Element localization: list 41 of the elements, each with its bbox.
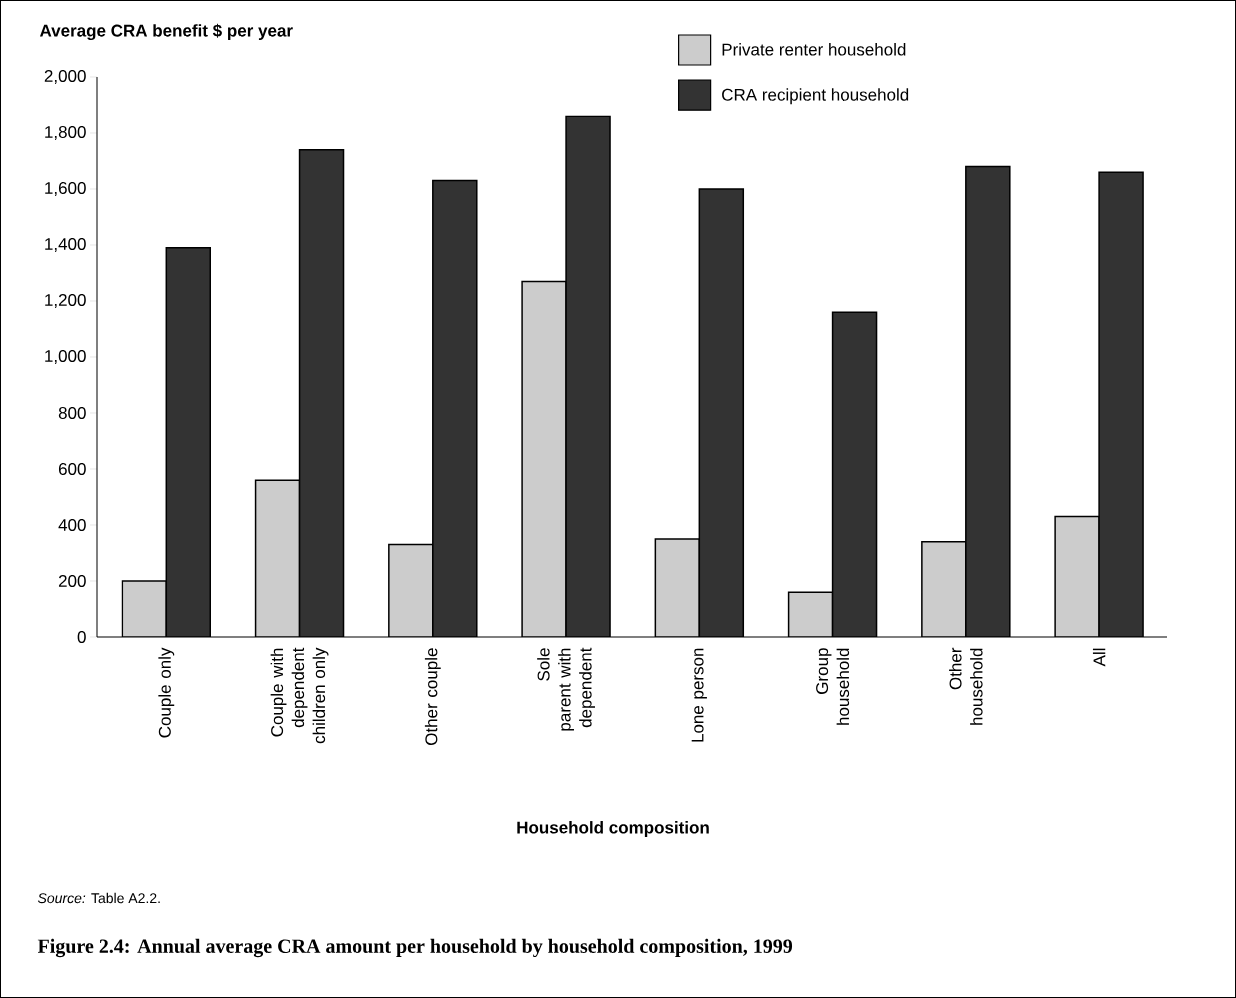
- y-tick-label: 1,400: [45, 237, 86, 253]
- y-tick-label: 2,000: [44, 69, 86, 85]
- bar: [565, 115, 611, 637]
- bar: [698, 188, 745, 637]
- x-tick-label: Lone person: [691, 648, 707, 742]
- x-tick-label: Other household: [949, 647, 983, 725]
- bar: [432, 179, 478, 637]
- y-tick-label: 1,200: [45, 293, 86, 309]
- y-tick-label: 1,000: [45, 349, 86, 365]
- y-tick-label: 600: [58, 462, 86, 476]
- y-tick-label: 200: [58, 574, 86, 588]
- legend-label: CRA recipient household: [722, 88, 909, 105]
- bar: [831, 311, 878, 637]
- y-tick-label: 400: [58, 518, 86, 532]
- bar: [1054, 515, 1100, 637]
- bar: [121, 580, 168, 637]
- bar: [254, 479, 301, 637]
- bar: [388, 543, 434, 637]
- bar: [1098, 171, 1144, 637]
- bar: [165, 247, 212, 637]
- bar: [298, 149, 345, 637]
- x-tick-label: All: [1092, 648, 1106, 667]
- y-tick-label: 0: [77, 630, 86, 644]
- x-tick-label: Couple with dependent children only: [270, 647, 329, 744]
- bar: [787, 591, 834, 637]
- x-tick-label: Couple only: [158, 647, 175, 738]
- y-tick-label: 1,600: [45, 181, 86, 197]
- bar: [654, 538, 701, 637]
- text: Source: Table A2.2.: [37, 892, 160, 904]
- x-tick-label: Other couple: [424, 648, 441, 746]
- bar: [521, 280, 567, 637]
- y-tick-label: 1,800: [45, 125, 86, 141]
- text: Figure 2.4: Annual average CRA amount per household by household composition, 1999: [37, 938, 793, 958]
- y-axis-title: Average CRA benefit $ per year: [39, 23, 293, 41]
- y-tick-label: 800: [58, 406, 86, 420]
- bar: [965, 165, 1011, 637]
- x-axis-title: Household composition: [517, 821, 709, 837]
- x-tick-label: Group household: [816, 648, 850, 725]
- x-tick-label: Sole parent with dependent: [537, 647, 595, 731]
- legend-label: Private renter household: [722, 43, 906, 56]
- bar: [921, 541, 967, 637]
